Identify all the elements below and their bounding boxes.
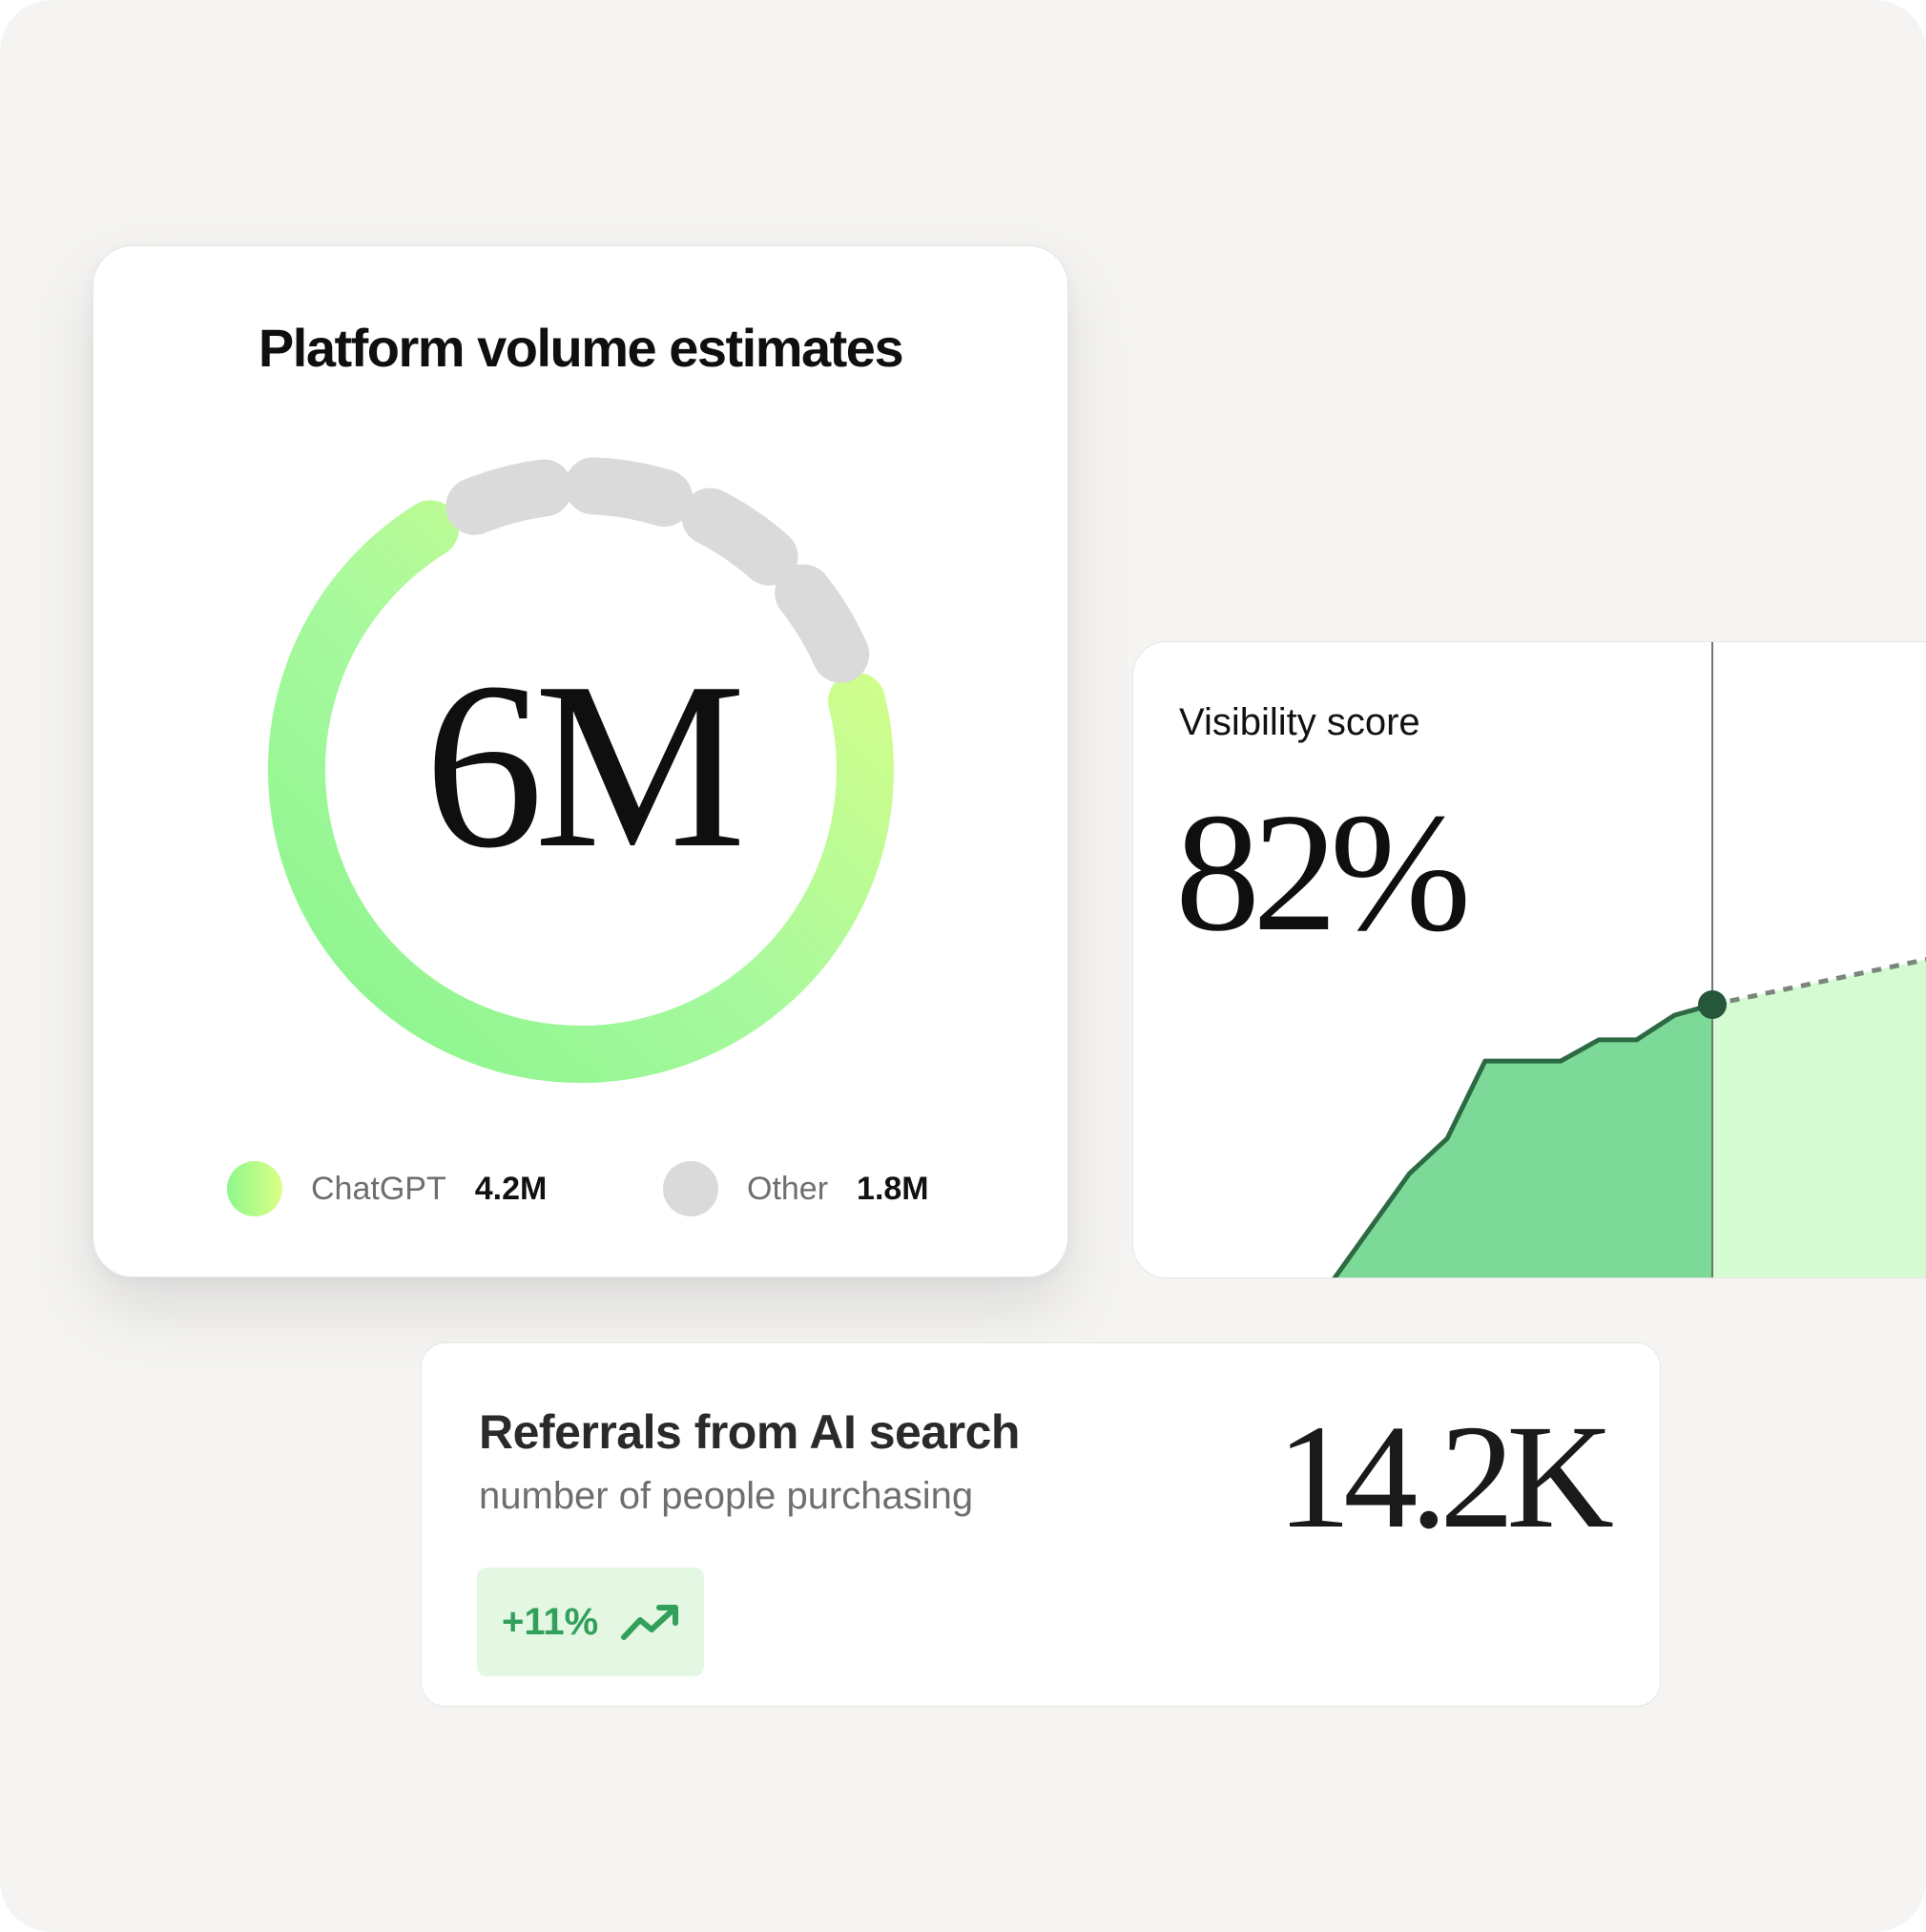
donut-slice-other-segment <box>445 459 573 535</box>
donut-chart <box>267 457 894 1084</box>
donut-total-value: 6M <box>424 634 746 898</box>
platform-volume-card: Platform volume estimates 6M ChatGPT 4.2… <box>93 245 1068 1278</box>
legend-label: Other <box>747 1170 829 1207</box>
legend-label: ChatGPT <box>311 1170 446 1207</box>
legend-swatch-other <box>663 1161 718 1216</box>
donut-slice-other-segment <box>565 457 694 527</box>
actual-line <box>1332 1002 1713 1278</box>
current-point <box>1698 990 1727 1019</box>
legend-item-other: Other 1.8M <box>663 1160 929 1217</box>
legend-value: 4.2M <box>474 1170 548 1207</box>
donut-slice-chatgpt <box>267 500 894 1084</box>
visibility-score-value: 82% <box>1175 778 1471 966</box>
visibility-score-title: Visibility score <box>1179 701 1420 743</box>
referrals-subtitle: number of people purchasing <box>479 1475 974 1517</box>
referrals-card: Referrals from AI search number of peopl… <box>421 1342 1661 1707</box>
legend-value: 1.8M <box>857 1170 929 1207</box>
visibility-score-card: Visibility score 82% <box>1132 641 1926 1278</box>
donut-slice-other-segment <box>681 488 798 586</box>
donut-slice-other-segment <box>775 564 870 683</box>
change-value: +11% <box>502 1600 599 1643</box>
projected-area <box>1712 959 1926 1278</box>
trending-up-icon <box>621 1605 679 1640</box>
projected-line <box>1711 957 1926 1008</box>
visibility-area-chart <box>1332 642 1926 1278</box>
change-badge: +11% <box>477 1568 704 1676</box>
referrals-title: Referrals from AI search <box>479 1405 1020 1459</box>
referrals-value: 14.2K <box>1276 1394 1614 1559</box>
legend-swatch-chatgpt <box>227 1161 282 1216</box>
actual-area <box>1335 1005 1712 1278</box>
legend-item-chatgpt: ChatGPT 4.2M <box>227 1160 547 1217</box>
platform-volume-title: Platform volume estimates <box>258 318 904 378</box>
